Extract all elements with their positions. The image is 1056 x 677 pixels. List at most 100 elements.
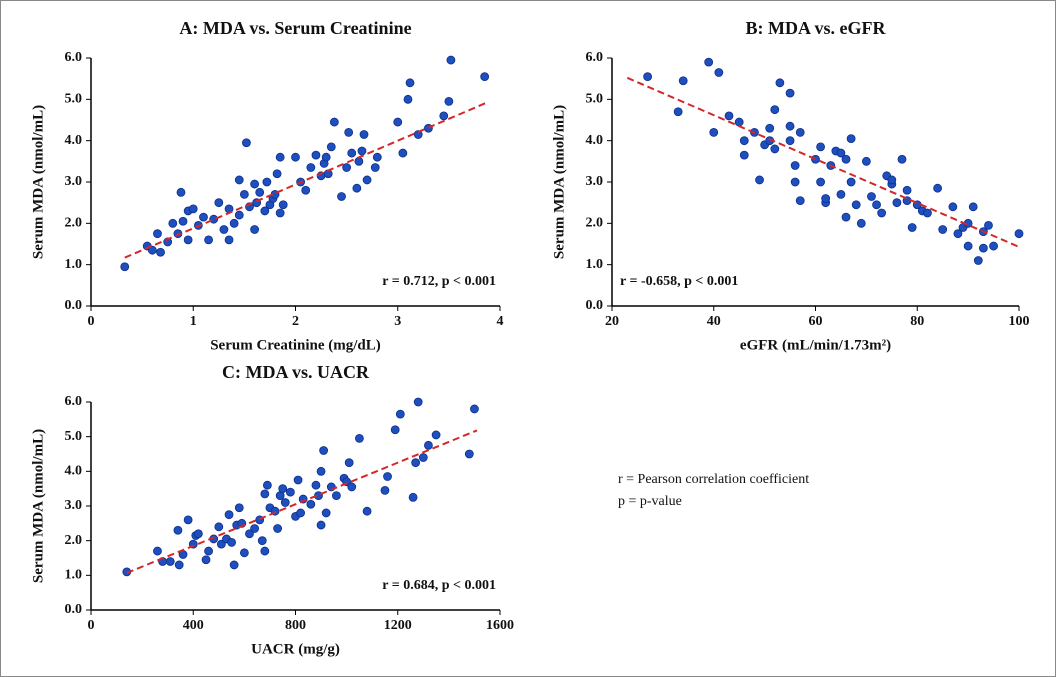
point (395, 409, 405, 419)
point (877, 208, 887, 218)
point (841, 154, 851, 164)
point (239, 189, 249, 199)
point (311, 150, 321, 160)
point (260, 546, 270, 556)
point (1014, 229, 1024, 239)
point (362, 506, 372, 516)
point (250, 524, 260, 533)
point (326, 142, 336, 152)
x-axis-label: eGFR (mL/min/1.73m²) (740, 337, 891, 353)
panel-title: B: MDA vs. eGFR (746, 18, 887, 38)
x-tick-label: 4 (497, 314, 504, 329)
point (811, 154, 820, 164)
y-tick-label: 0.0 (586, 298, 604, 313)
point (790, 177, 800, 187)
y-tick-label: 1.0 (586, 257, 604, 272)
annotation: r = -0.658, p < 0.001 (620, 274, 738, 289)
trend-line (626, 76, 1020, 248)
point (229, 218, 239, 228)
point (250, 179, 260, 189)
point (347, 482, 357, 492)
point (383, 472, 392, 481)
annotation: r = 0.684, p < 0.001 (382, 578, 496, 593)
y-tick-label: 6.0 (65, 394, 83, 409)
point (372, 152, 382, 162)
point (770, 144, 780, 154)
point (968, 202, 978, 212)
point (260, 489, 270, 499)
point (216, 539, 226, 549)
point (319, 446, 329, 455)
point (408, 492, 418, 502)
y-tick-label: 3.0 (586, 174, 604, 189)
point (262, 177, 272, 187)
point (224, 510, 234, 520)
point (214, 522, 224, 532)
point (176, 187, 186, 197)
point (953, 229, 963, 239)
y-axis-label: Serum MDA (nmol/mL) (30, 105, 46, 259)
point (174, 560, 184, 570)
note: r = Pearson correlation coefficient (618, 472, 809, 487)
point (275, 152, 285, 162)
point (293, 475, 303, 485)
point (938, 225, 948, 234)
point (989, 241, 998, 251)
point (285, 487, 295, 497)
point (816, 177, 825, 187)
y-tick-label: 3.0 (65, 174, 83, 189)
point (316, 466, 326, 476)
x-axis-label: UACR (mg/g) (251, 641, 340, 657)
point (199, 212, 208, 222)
point (785, 88, 795, 98)
point (755, 175, 764, 185)
point (262, 480, 272, 490)
point (257, 536, 267, 546)
point (678, 76, 688, 86)
y-tick-label: 4.0 (586, 133, 604, 148)
point (242, 138, 251, 148)
point (923, 208, 932, 218)
point (841, 212, 851, 222)
panel-title: A: MDA vs. Serum Creatinine (179, 18, 411, 38)
point (714, 68, 724, 77)
y-tick-label: 2.0 (65, 216, 83, 231)
point (393, 117, 403, 127)
point (418, 453, 428, 462)
point (321, 152, 331, 162)
point (872, 200, 881, 210)
point (245, 529, 254, 539)
point (214, 198, 224, 208)
x-tick-label: 3 (394, 314, 401, 329)
point (296, 508, 306, 518)
y-tick-label: 0.0 (65, 298, 83, 313)
y-tick-label: 6.0 (586, 50, 604, 65)
x-tick-label: 100 (1009, 314, 1030, 329)
point (329, 117, 339, 127)
point (770, 105, 780, 115)
point (643, 72, 653, 81)
y-axis-label: Serum MDA (nmol/mL) (551, 105, 567, 259)
point (380, 485, 390, 495)
point (470, 404, 479, 414)
point (337, 192, 346, 201)
point (907, 223, 917, 232)
y-axis-label: Serum MDA (nmol/mL) (30, 429, 46, 583)
point (673, 107, 683, 117)
point (204, 546, 213, 556)
point (933, 183, 942, 193)
x-tick-label: 1200 (384, 618, 412, 633)
point (183, 235, 193, 245)
point (120, 262, 130, 272)
point (897, 154, 907, 164)
trend-line (124, 101, 488, 259)
point (405, 78, 415, 88)
point (948, 202, 958, 212)
point (347, 148, 357, 158)
point (165, 557, 175, 566)
point (892, 198, 902, 208)
x-tick-label: 1 (190, 314, 197, 329)
point (291, 152, 300, 162)
note: p = p-value (618, 494, 682, 509)
point (234, 503, 244, 513)
